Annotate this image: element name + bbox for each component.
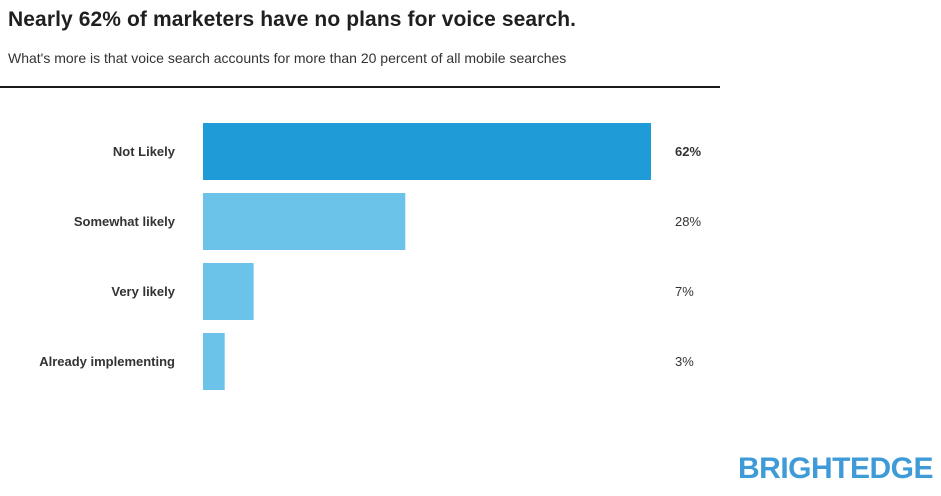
value-label: 62%: [675, 144, 701, 159]
value-label: 3%: [675, 354, 694, 369]
bar-very-likely: [203, 263, 254, 320]
header-divider: [0, 86, 720, 88]
chart-title: Nearly 62% of marketers have no plans fo…: [8, 8, 577, 31]
brightedge-logo: BRIGHTEDGE: [737, 452, 934, 485]
category-label: Very likely: [111, 284, 175, 299]
bar-not-likely: [203, 123, 651, 180]
category-label: Somewhat likely: [74, 214, 176, 229]
value-label: 7%: [675, 284, 694, 299]
category-label: Not Likely: [113, 144, 176, 159]
bar-somewhat-likely: [203, 193, 406, 250]
value-label: 28%: [675, 214, 701, 229]
chart-subtitle: What's more is that voice search account…: [8, 50, 567, 66]
bar-already-implementing: [203, 333, 225, 390]
category-label: Already implementing: [39, 354, 175, 369]
